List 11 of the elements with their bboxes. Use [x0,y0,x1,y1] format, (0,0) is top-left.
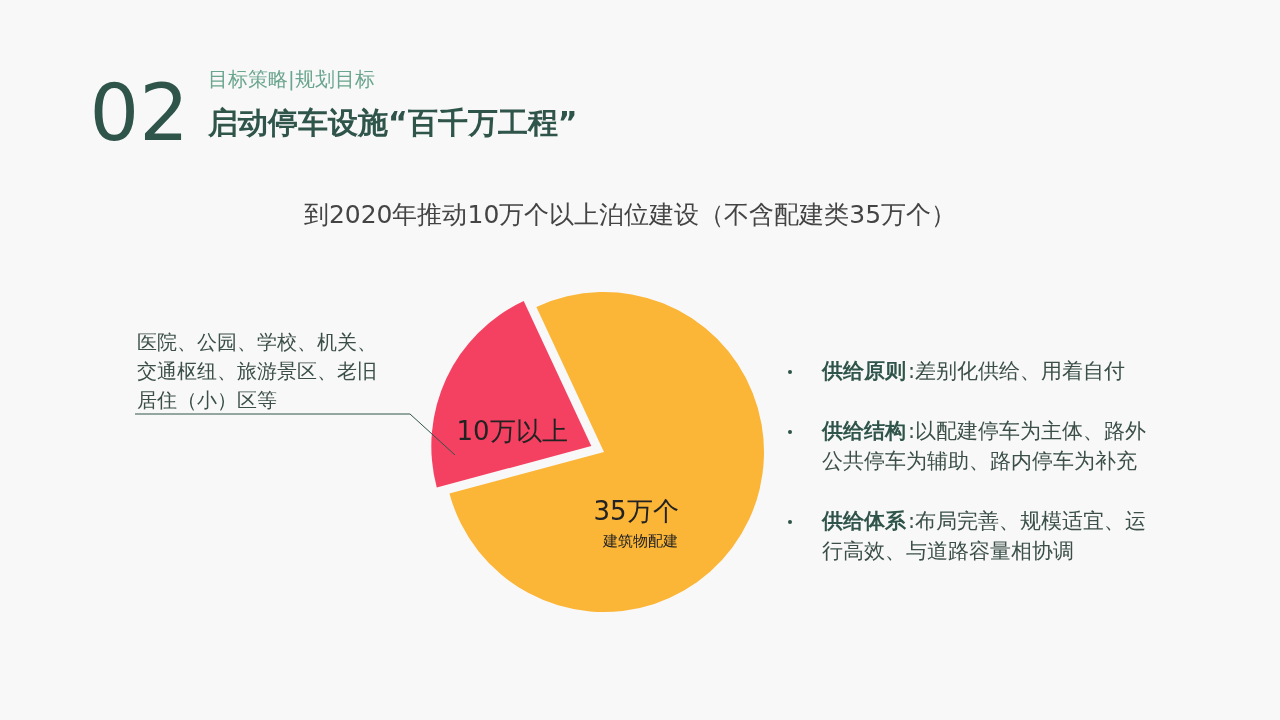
chart-title: 启动停车设施“百千万工程” [207,105,578,140]
data-label: 10万以上 [456,416,568,446]
chart-subtitle: 到2020年推动10万个以上泊位建设（不含配建类35万个） [303,200,957,229]
slice-label: 医院、公园、学校、机关、交通枢纽、旅游景区、老旧居住（小）区等 [137,330,377,412]
slice-label: 建筑物配建 [601,532,678,550]
text: 供给体系:布局完善、规模适宜、运行高效、与道路容量相协调 [821,509,1147,563]
text: 供给原则:差别化供给、用着自付 [821,359,1126,383]
text: 目标策略|规划目标 [208,67,375,91]
text: 02 [89,68,189,158]
data-label: 35万个 [593,496,679,526]
text: 供给结构:以配建停车为主体、路外公共停车为辅助、路内停车为补充 [821,419,1147,473]
